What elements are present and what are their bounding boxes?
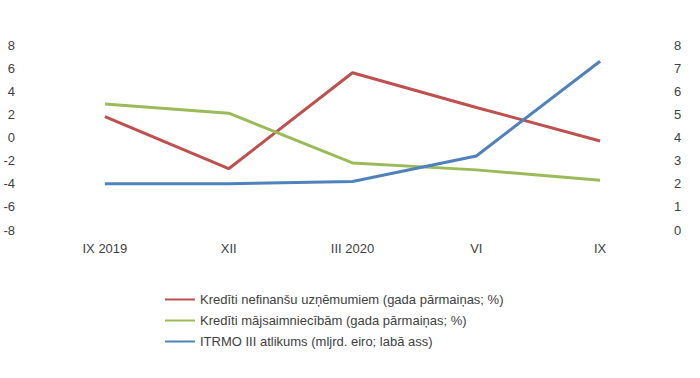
svg-text:0: 0: [8, 130, 15, 145]
svg-text:-6: -6: [3, 199, 15, 214]
svg-text:8: 8: [674, 38, 681, 53]
svg-text:-2: -2: [3, 153, 15, 168]
svg-text:-8: -8: [3, 223, 15, 238]
svg-text:XII: XII: [221, 241, 237, 256]
svg-text:3: 3: [674, 153, 681, 168]
svg-text:III 2020: III 2020: [331, 241, 374, 256]
svg-text:IX 2019: IX 2019: [82, 241, 127, 256]
svg-text:1: 1: [674, 199, 681, 214]
svg-text:4: 4: [674, 130, 681, 145]
svg-text:Kredīti nefinanšu uzņēmumiem (: Kredīti nefinanšu uzņēmumiem (gada pārma…: [200, 292, 503, 307]
svg-text:Kredīti mājsaimniecībām (gada: Kredīti mājsaimniecībām (gada pārmaiņas;…: [200, 313, 467, 328]
svg-text:-4: -4: [3, 176, 15, 191]
svg-text:ITRMO III atlikums (mljrd. eir: ITRMO III atlikums (mljrd. eiro; labā as…: [200, 334, 433, 349]
svg-text:2: 2: [8, 107, 15, 122]
svg-text:IX: IX: [594, 241, 607, 256]
svg-text:5: 5: [674, 107, 681, 122]
svg-text:4: 4: [8, 84, 15, 99]
svg-text:8: 8: [8, 38, 15, 53]
svg-text:7: 7: [674, 61, 681, 76]
svg-text:6: 6: [8, 61, 15, 76]
svg-text:6: 6: [674, 84, 681, 99]
svg-text:2: 2: [674, 176, 681, 191]
svg-text:VI: VI: [470, 241, 482, 256]
svg-text:0: 0: [674, 223, 681, 238]
